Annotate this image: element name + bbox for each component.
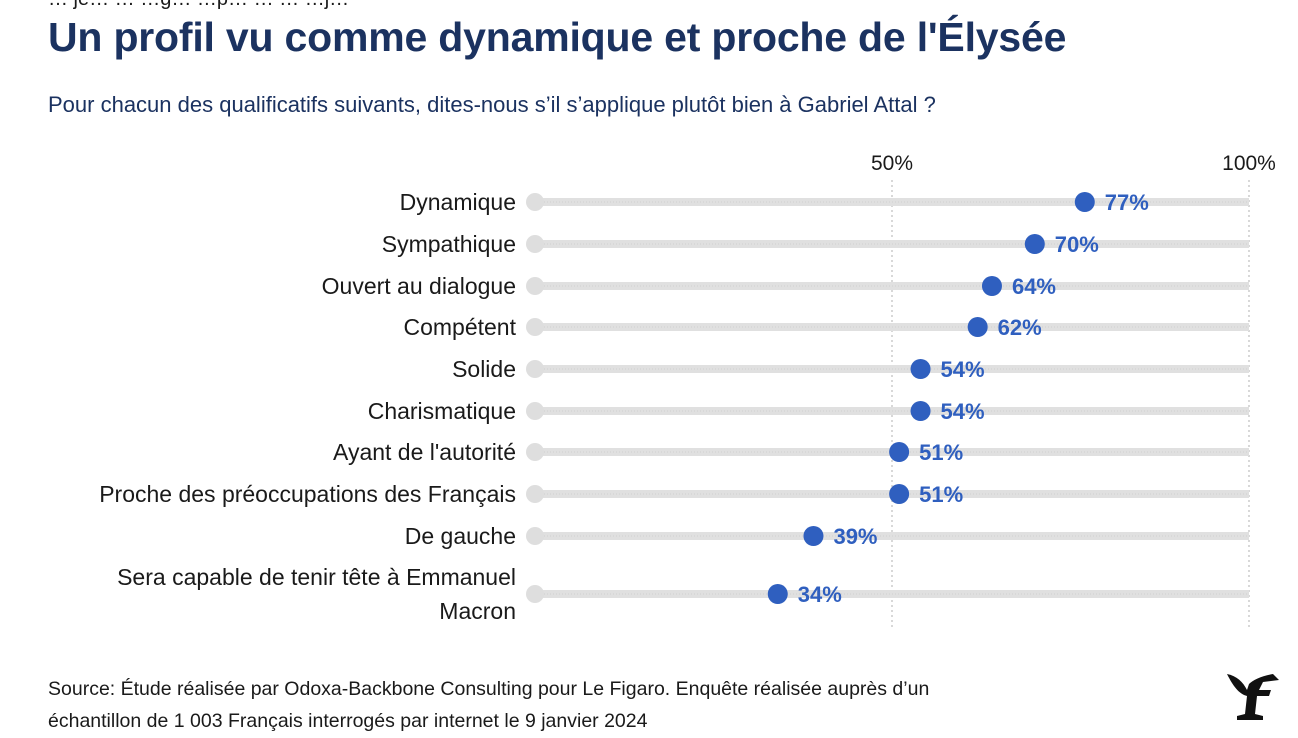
category-label: Solide: [452, 356, 516, 382]
value-label: 62%: [998, 315, 1042, 340]
value-dot: [1074, 192, 1095, 212]
track-start-cap: [526, 360, 544, 378]
value-dot: [889, 484, 910, 504]
track-start-cap: [526, 585, 544, 603]
value-dot: [803, 526, 824, 546]
value-label: 39%: [833, 524, 877, 549]
source-line-2: échantillon de 1 003 Français interrogés…: [48, 710, 648, 732]
category-label: Proche des préoccupations des Français: [99, 481, 516, 507]
value-label: 54%: [941, 357, 985, 382]
value-label: 34%: [798, 582, 842, 607]
chart-row: 77% Dynamique: [400, 189, 1249, 215]
track-start-cap: [526, 527, 544, 545]
gridlines: [891, 180, 1250, 630]
value-label: 54%: [941, 399, 985, 424]
chart-subtitle: Pour chacun des qualificatifs suivants, …: [48, 92, 936, 117]
chart-row: 34% Sera capable de tenir tête à Emmanuel…: [117, 564, 1249, 624]
chart-row: 51% Proche des préoccupations des Françai…: [99, 481, 1249, 507]
dot-plot-chart: 50% 100% 77% Dynamique 70% Sympathique 64% Ouv…: [99, 152, 1276, 630]
chart-row: 64% Ouvert au dialogue: [322, 273, 1249, 299]
value-dot: [767, 584, 788, 604]
x-tick-label: 100%: [1222, 152, 1276, 175]
chart-row: 62% Compétent: [403, 314, 1249, 340]
chart-row: 39% De gauche: [405, 523, 1249, 549]
x-tick-label: 50%: [871, 152, 913, 175]
chart-rows: 77% Dynamique 70% Sympathique 64% Ouvert au d…: [99, 189, 1249, 624]
chart-row: 51% Ayant de l'autorité: [333, 439, 1249, 465]
value-dot: [910, 401, 931, 421]
track-start-cap: [526, 277, 544, 295]
source-line-1: Source: Étude réalisée par Odoxa-Backbon…: [48, 678, 930, 700]
track-start-cap: [526, 485, 544, 503]
track-start-cap: [526, 193, 544, 211]
track-start-cap: [526, 443, 544, 461]
value-label: 77%: [1105, 190, 1149, 215]
track-start-cap: [526, 235, 544, 253]
source-note: Source: Étude réalisée par Odoxa-Backbon…: [48, 673, 1198, 737]
track-start-cap: [526, 402, 544, 420]
category-label: Ayant de l'autorité: [333, 439, 516, 465]
value-label: 51%: [919, 482, 963, 507]
chart-row: 70% Sympathique: [382, 231, 1249, 257]
value-dot: [981, 276, 1002, 296]
value-label: 64%: [1012, 274, 1056, 299]
category-label: De gauche: [405, 523, 516, 549]
track-start-cap: [526, 318, 544, 336]
category-label: Charismatique: [368, 398, 516, 424]
category-label: Sympathique: [382, 231, 516, 257]
value-label: 70%: [1055, 232, 1099, 257]
value-dot: [889, 442, 910, 462]
chart-row: 54% Solide: [452, 356, 1249, 382]
value-dot: [1024, 234, 1045, 254]
chart-row: 54% Charismatique: [368, 398, 1249, 424]
category-label: Compétent: [403, 314, 516, 340]
clipped-top-text: … je… … …g… …p… … … …j…: [48, 0, 349, 11]
value-dot: [910, 359, 931, 379]
value-label: 51%: [919, 440, 963, 465]
le-figaro-logo-icon: [1227, 674, 1279, 720]
x-axis-ticks: 50% 100%: [871, 152, 1276, 175]
category-label: Dynamique: [400, 189, 516, 215]
category-label: Ouvert au dialogue: [322, 273, 516, 299]
value-dot: [967, 317, 988, 337]
chart-title: Un profil vu comme dynamique et proche d…: [48, 14, 1067, 60]
category-label: Sera capable de tenir tête à Emmanuel Mac…: [117, 564, 516, 624]
